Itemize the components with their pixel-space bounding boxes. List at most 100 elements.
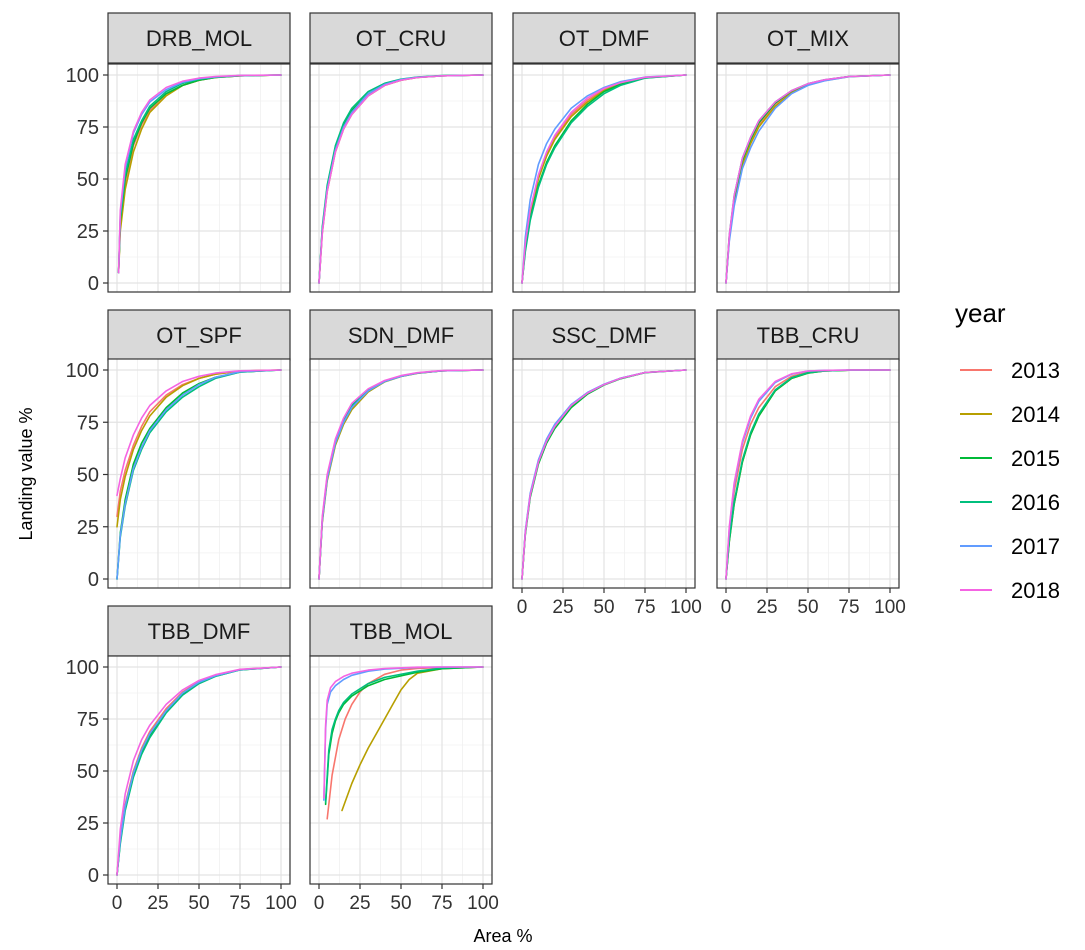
series-line-ssc-dmf-2018	[521, 369, 687, 580]
y-tick-label: 0	[88, 865, 99, 887]
series-line-ot-cru-2018	[318, 74, 484, 284]
panel-ot-cru: OT_CRU	[309, 12, 493, 293]
strip-label-ot-dmf: OT_DMF	[559, 26, 649, 51]
series-line-ot-spf-2018	[116, 369, 282, 497]
series-line-ot-dmf-2016	[521, 74, 687, 284]
y-tick-label: 25	[77, 517, 99, 539]
panel-border-ot-mix	[716, 63, 900, 293]
x-tick-label: 50	[797, 597, 818, 618]
x-tick-label: 0	[721, 597, 732, 618]
strip-ot-cru-background	[309, 12, 493, 64]
strip-tbb-mol-background	[309, 605, 493, 657]
gridlines-ot-cru	[310, 64, 492, 292]
strip-label-sdn-dmf: SDN_DMF	[348, 323, 454, 348]
series-line-ot-dmf-2018	[521, 74, 687, 284]
strip-label-ssc-dmf: SSC_DMF	[551, 323, 656, 348]
panel-tbb-mol: TBB_MOL 0 25 50 75 100	[309, 605, 499, 914]
panel-border-ot-dmf	[512, 63, 696, 293]
legend-label-2017: 2017	[1011, 534, 1060, 559]
gridlines-ot-dmf	[513, 64, 695, 292]
y-tick-label: 100	[66, 360, 99, 382]
panel-ot-dmf: OT_DMF	[512, 12, 696, 293]
series-line-tbb-mol-2018	[323, 666, 484, 799]
legend-label-2015: 2015	[1011, 446, 1060, 471]
y-tick-label: 50	[77, 169, 99, 191]
panel-ot-spf: OT_SPF 0 25 50 75 100	[66, 309, 291, 591]
strip-label-ot-mix: OT_MIX	[767, 26, 849, 51]
panel-border-ot-cru	[309, 63, 493, 293]
y-tick-label: 75	[77, 709, 99, 731]
panel-tbb-cru: TBB_CRU 0 25 50 75 100	[716, 309, 906, 618]
x-tick-label: 100	[874, 597, 906, 618]
series-line-tbb-mol-2016	[324, 666, 484, 803]
x-axis-label: Area %	[473, 926, 532, 946]
y-tick-label: 25	[77, 813, 99, 835]
y-tick-label: 0	[88, 569, 99, 591]
x-tick-label: 100	[265, 893, 297, 914]
legend: year 2013 2014 2015 2016 2017 2018	[955, 298, 1060, 603]
x-tick-label: 50	[390, 893, 411, 914]
series-line-ot-dmf-2017	[521, 74, 687, 284]
legend-entry-2017: 2017	[960, 534, 1060, 559]
series-line-tbb-dmf-2018	[116, 666, 282, 876]
series-line-drb-mol-2018	[117, 74, 282, 274]
gridlines-tbb-mol	[310, 656, 492, 884]
series-line-ot-mix-2017	[725, 74, 891, 284]
x-tick-label: 25	[756, 597, 777, 618]
x-tick-label: 100	[670, 597, 702, 618]
series-line-ot-spf-2014	[116, 369, 282, 528]
gridlines-drb-mol	[108, 64, 290, 292]
legend-entry-2014: 2014	[960, 402, 1060, 427]
legend-label-2014: 2014	[1011, 402, 1060, 427]
y-tick-label: 100	[66, 65, 99, 87]
strip-ot-mix-background	[716, 12, 900, 64]
y-tick-label: 50	[77, 465, 99, 487]
panel-border-sdn-dmf	[309, 358, 493, 589]
x-tick-label: 50	[188, 893, 209, 914]
series-line-ot-mix-2018	[725, 74, 891, 284]
series-line-tbb-dmf-2017	[116, 666, 282, 876]
x-tick-label: 0	[517, 597, 528, 618]
y-tick-label: 50	[77, 761, 99, 783]
strip-label-ot-cru: OT_CRU	[356, 26, 446, 51]
y-axis-label: Landing value %	[16, 407, 36, 540]
series-line-sdn-dmf-2018	[318, 369, 484, 580]
strip-label-tbb-dmf: TBB_DMF	[148, 619, 251, 644]
legend-entry-2015: 2015	[960, 446, 1060, 471]
strip-label-ot-spf: OT_SPF	[156, 323, 242, 348]
legend-label-2018: 2018	[1011, 578, 1060, 603]
x-tick-label: 0	[314, 893, 325, 914]
panel-sdn-dmf: SDN_DMF	[309, 309, 493, 589]
strip-drb-mol-background	[107, 12, 291, 64]
panel-border-drb-mol	[107, 63, 291, 293]
panel-drb-mol: DRB_MOL 0 25 50 75 100	[66, 12, 291, 295]
y-tick-label: 75	[77, 412, 99, 434]
legend-label-2016: 2016	[1011, 490, 1060, 515]
y-tick-label: 0	[88, 273, 99, 295]
series-line-tbb-mol-2014	[341, 666, 484, 812]
strip-label-tbb-mol: TBB_MOL	[350, 619, 453, 644]
series-line-ot-spf-2017	[116, 369, 282, 580]
x-tick-label: 75	[634, 597, 655, 618]
x-tick-label: 25	[147, 893, 168, 914]
legend-entry-2013: 2013	[960, 358, 1060, 383]
series-line-tbb-cru-2018	[725, 369, 891, 580]
strip-ot-dmf-background	[512, 12, 696, 64]
strip-label-tbb-cru: TBB_CRU	[757, 323, 860, 348]
y-tick-label: 75	[77, 117, 99, 139]
y-tick-label: 25	[77, 221, 99, 243]
x-tick-label: 25	[349, 893, 370, 914]
strip-label-drb-mol: DRB_MOL	[146, 26, 252, 51]
x-tick-label: 75	[431, 893, 452, 914]
x-tick-label: 50	[593, 597, 614, 618]
panels-layer: DRB_MOL 0 25 50 75 100 OT_CRU OT_DMF OT_MIX OT_SP…	[66, 12, 906, 914]
gridlines-tbb-cru	[717, 359, 899, 588]
x-tick-label: 0	[112, 893, 123, 914]
x-tick-label: 75	[838, 597, 859, 618]
legend-label-2013: 2013	[1011, 358, 1060, 383]
legend-title: year	[955, 298, 1006, 328]
legend-entry-2018: 2018	[960, 578, 1060, 603]
gridlines-ssc-dmf	[513, 359, 695, 588]
strip-tbb-dmf-background	[107, 605, 291, 657]
